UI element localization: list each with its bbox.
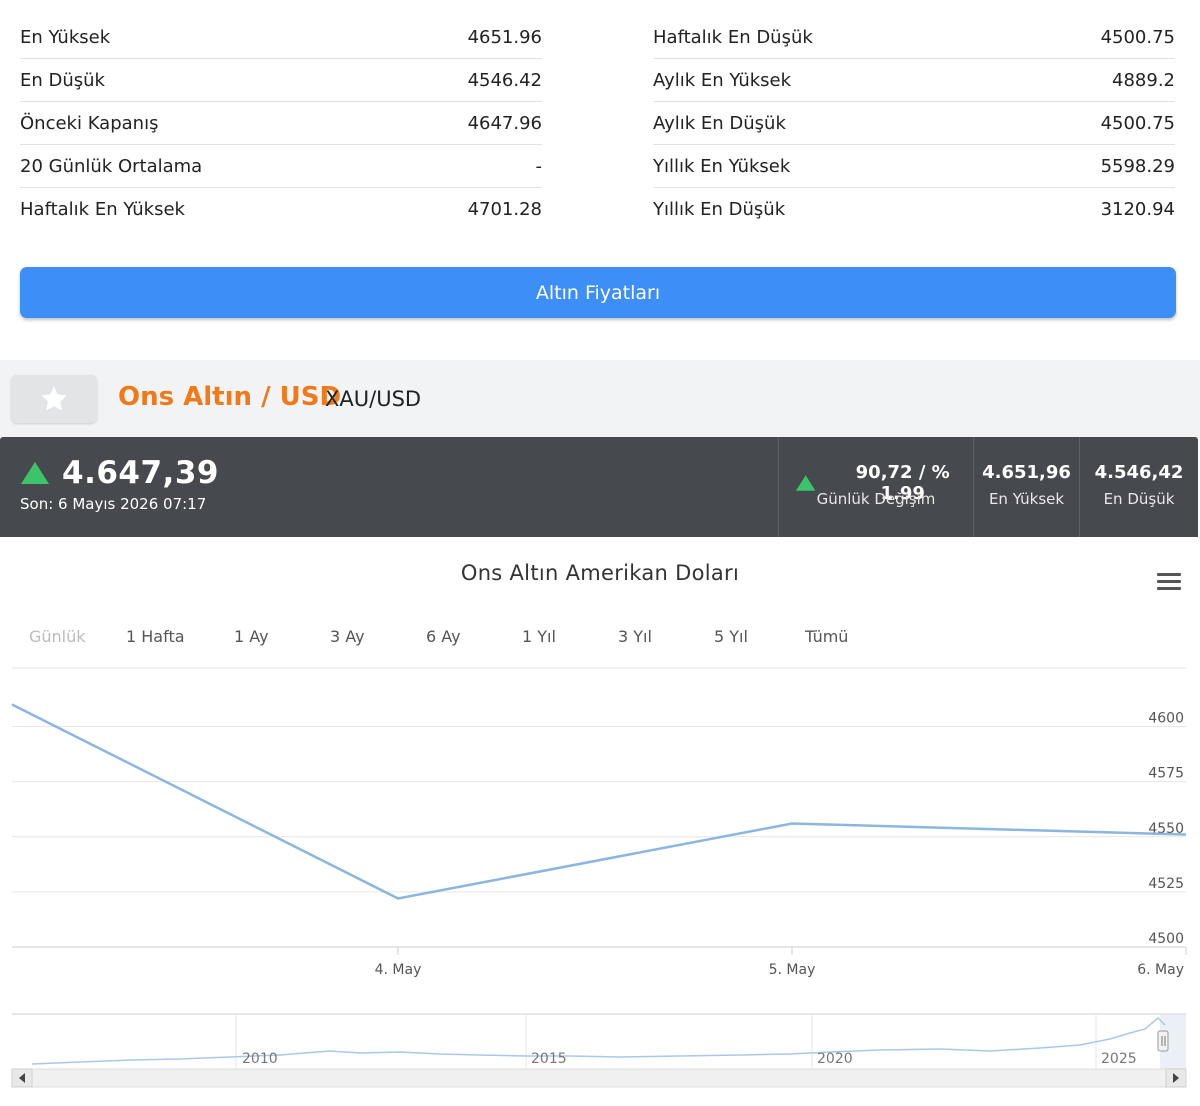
gold-prices-button[interactable]: Altın Fiyatları	[20, 267, 1176, 318]
stat-label: Önceki Kapanış	[20, 112, 159, 134]
last-update-time: Son: 6 Mayıs 2026 07:17	[20, 495, 207, 513]
stat-value: 4500.75	[1100, 26, 1175, 48]
day-high-value: 4.651,96	[982, 462, 1071, 483]
chevron-right-icon	[1173, 1073, 1179, 1083]
range-tab-daily[interactable]: Günlük	[29, 627, 86, 646]
navigator-handle[interactable]	[1157, 1030, 1169, 1052]
stat-value: 4701.28	[467, 199, 542, 220]
asset-title-bar: Ons Altın / USD XAU/USD	[0, 360, 1200, 438]
chart-menu-icon[interactable]	[1157, 573, 1181, 591]
navigator-scrollbar[interactable]	[11, 1068, 1187, 1088]
range-tab-1-week[interactable]: 1 Hafta	[126, 627, 185, 646]
stat-label: Yıllık En Yüksek	[653, 155, 791, 177]
day-low-value: 4.546,42	[1094, 462, 1184, 483]
stat-value: 5598.29	[1100, 155, 1175, 177]
asset-code: XAU/USD	[325, 387, 422, 411]
x-tick-label: 6. May	[1137, 962, 1184, 978]
y-tick-label: 4525	[1148, 876, 1184, 892]
chart-title: Ons Altın Amerikan Doları	[460, 561, 740, 585]
price-series-line	[11, 703, 1187, 900]
up-arrow-icon	[795, 475, 816, 491]
chevron-left-icon	[19, 1073, 25, 1083]
stat-label: En Yüksek	[20, 26, 111, 48]
stat-row: Haftalık En Düşük 4500.75	[653, 16, 1175, 59]
stat-row: En Düşük 4546.42	[20, 59, 542, 102]
y-tick-label: 4500	[1148, 931, 1184, 947]
stat-row: Aylık En Yüksek 4889.2	[653, 59, 1175, 102]
favorite-button[interactable]	[11, 375, 97, 423]
day-low-label: En Düşük	[1103, 490, 1175, 508]
stat-label: Aylık En Yüksek	[653, 69, 792, 91]
stat-row: Önceki Kapanış 4647.96	[20, 102, 542, 145]
stat-label: 20 Günlük Ortalama	[20, 155, 203, 177]
stat-label: Haftalık En Düşük	[653, 26, 813, 48]
stat-row: Haftalık En Yüksek 4701.28	[20, 188, 542, 231]
stat-row: 20 Günlük Ortalama -	[20, 145, 542, 188]
price-chart: Ons Altın Amerikan Doları Günlük 1 Hafta…	[0, 537, 1200, 1106]
stat-value: 3120.94	[1100, 199, 1175, 220]
range-tab-1-year[interactable]: 1 Yıl	[522, 627, 556, 646]
up-arrow-icon	[21, 462, 49, 484]
stat-row: En Yüksek 4651.96	[20, 16, 542, 59]
stats-table: En Yüksek 4651.96 En Düşük 4546.42 Öncek…	[0, 16, 1200, 232]
stat-value: -	[535, 155, 543, 177]
stat-label: Haftalık En Yüksek	[20, 199, 185, 220]
y-tick-label: 4600	[1148, 711, 1184, 727]
stat-value: 4647.96	[467, 112, 542, 134]
daily-change-line: 90,72 / % 1.99	[795, 462, 973, 504]
navigator-year-label: 2010	[242, 1051, 278, 1067]
range-tab-1-month[interactable]: 1 Ay	[234, 627, 269, 646]
daily-change-value: 90,72 / % 1.99	[855, 462, 950, 504]
price-main: 4.647,39	[20, 455, 219, 491]
navigator-year-label: 2025	[1101, 1051, 1137, 1067]
price-bar: 4.647,39 Son: 6 Mayıs 2026 07:17 90,72 /…	[0, 437, 1198, 537]
daily-change-block: 90,72 / % 1.99 Günlük Değişim	[778, 437, 973, 537]
range-tab-5-years[interactable]: 5 Yıl	[714, 627, 748, 646]
range-tab-6-months[interactable]: 6 Ay	[426, 627, 461, 646]
stat-row: Yıllık En Düşük 3120.94	[653, 188, 1175, 231]
stat-value: 4500.75	[1100, 112, 1175, 134]
navigator-series	[31, 1016, 1166, 1065]
stat-value: 4546.42	[467, 69, 542, 91]
stats-left-column: En Yüksek 4651.96 En Düşük 4546.42 Öncek…	[20, 16, 542, 231]
range-tab-3-months[interactable]: 3 Ay	[330, 627, 365, 646]
star-icon	[41, 386, 67, 411]
range-tab-3-years[interactable]: 3 Yıl	[618, 627, 652, 646]
stat-row: Aylık En Düşük 4500.75	[653, 102, 1175, 145]
asset-name: Ons Altın / USD	[118, 382, 342, 412]
stat-label: Aylık En Düşük	[653, 112, 786, 134]
y-tick-label: 4575	[1148, 766, 1184, 782]
stats-right-column: Haftalık En Düşük 4500.75 Aylık En Yükse…	[653, 16, 1175, 231]
stat-label: Yıllık En Düşük	[653, 199, 786, 220]
x-tick-label: 5. May	[769, 962, 816, 978]
navigator: 2010 2015 2020 2025	[12, 1013, 1186, 1069]
daily-change-label: Günlük Değişim	[816, 490, 936, 508]
day-low-block: 4.546,42 En Düşük	[1079, 437, 1198, 537]
current-price: 4.647,39	[62, 455, 219, 491]
day-high-label: En Yüksek	[988, 490, 1065, 508]
stat-value: 4651.96	[467, 26, 542, 48]
navigator-year-label: 2015	[531, 1051, 567, 1067]
x-tick-label: 4. May	[375, 962, 422, 978]
navigator-year-label: 2020	[817, 1051, 853, 1067]
stat-row: Yıllık En Yüksek 5598.29	[653, 145, 1175, 188]
day-high-block: 4.651,96 En Yüksek	[973, 437, 1079, 537]
range-tab-all[interactable]: Tümü	[805, 627, 849, 646]
stat-label: En Düşük	[20, 69, 105, 91]
stat-value: 4889.2	[1112, 69, 1175, 91]
